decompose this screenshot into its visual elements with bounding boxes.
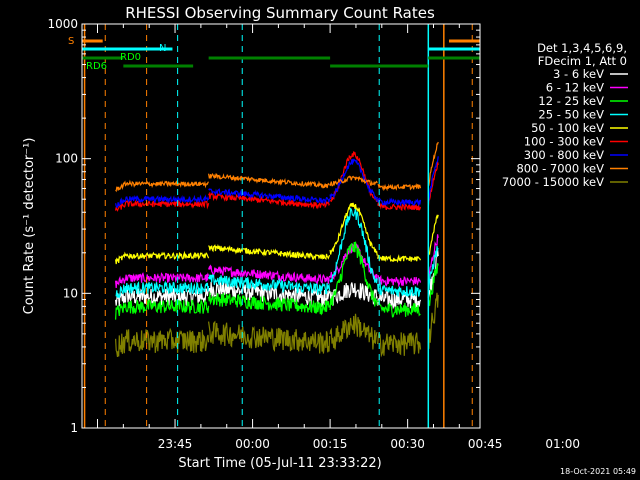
- y-tick-label: 100: [55, 152, 78, 166]
- legend-entry-label: 6 - 12 keV: [546, 81, 604, 95]
- series-line-6: [115, 156, 439, 208]
- rd0-label: RD0: [120, 52, 141, 63]
- y-tick-label: 1000: [47, 17, 78, 31]
- x-axis: 23:45 00:00 00:15 00:30 00:45 01:00: [97, 24, 580, 451]
- x-tick-label: 00:30: [390, 437, 425, 451]
- legend-entry-label: 7000 - 15000 keV: [502, 175, 604, 189]
- annotation-layer: S N RD0 RD6: [68, 24, 480, 428]
- x-tick-label: 00:00: [235, 437, 270, 451]
- series-line-5: [115, 151, 439, 212]
- x-tick-label: 00:45: [468, 437, 503, 451]
- series-line-4: [115, 202, 439, 265]
- legend-entry-label: 300 - 800 keV: [524, 148, 604, 162]
- legend-entry-label: 3 - 6 keV: [553, 67, 604, 81]
- x-axis-label: Start Time (05-Jul-11 23:33:22): [178, 456, 381, 471]
- series-line-0: [115, 250, 439, 310]
- plot-data-layer: [115, 141, 439, 358]
- chart-title: RHESSI Observing Summary Count Rates: [125, 4, 435, 22]
- legend-entry-label: 12 - 25 keV: [538, 94, 604, 108]
- series-line-8: [115, 292, 439, 358]
- series-line-2: [115, 241, 439, 320]
- series-line-3: [115, 207, 439, 299]
- legend-entry-label: 800 - 7000 keV: [516, 162, 604, 176]
- legend-entry-label: 50 - 100 keV: [531, 121, 604, 135]
- x-tick-label: 01:00: [545, 437, 580, 451]
- legend: Det 1,3,4,5,6,9, FDecim 1, Att 0 3 - 6 k…: [502, 41, 628, 189]
- legend-entry-label: 25 - 50 keV: [538, 108, 604, 122]
- n-label: N: [159, 43, 166, 54]
- y-axis: 1 10 100 1000: [47, 17, 480, 435]
- y-axis-label: Count Rate (s⁻¹ detector⁻¹): [22, 138, 37, 315]
- legend-header-1: Det 1,3,4,5,6,9,: [537, 41, 627, 55]
- x-tick-label: 00:15: [313, 437, 348, 451]
- x-tick-label: 23:45: [158, 437, 193, 451]
- series-line-7: [115, 141, 439, 193]
- rd6-label: RD6: [86, 61, 107, 72]
- footer-date: 18-Oct-2021 05:49: [560, 467, 636, 476]
- y-tick-label: 1: [70, 421, 78, 435]
- s-label: S: [68, 36, 74, 47]
- y-tick-label: 10: [63, 286, 78, 300]
- plot-frame: [81, 23, 481, 429]
- legend-entry-label: 100 - 300 keV: [524, 135, 604, 149]
- legend-header-2: FDecim 1, Att 0: [538, 54, 627, 68]
